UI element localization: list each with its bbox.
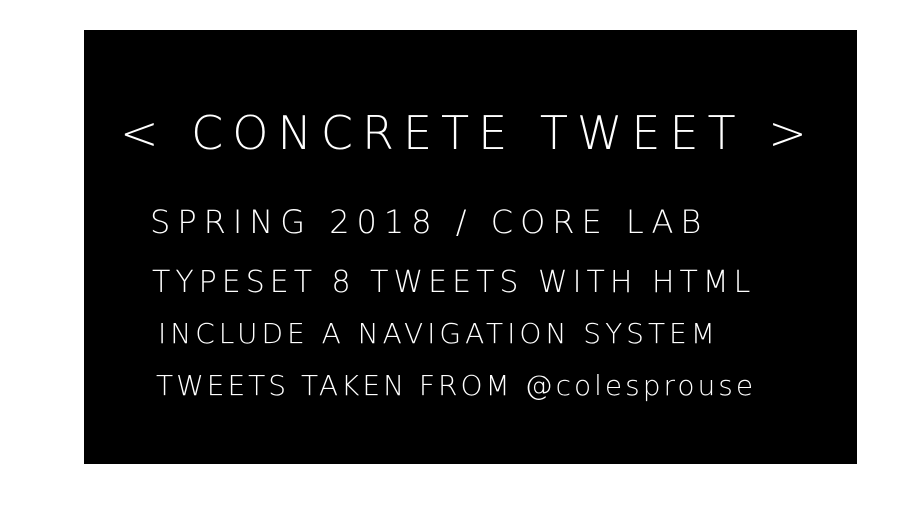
source-line: TWEETS TAKEN FROM @colesprouse	[156, 369, 757, 402]
chalkboard-panel: < CONCRETE TWEET > SPRING 2018 / CORE LA…	[84, 30, 857, 464]
course-line: SPRING 2018 / CORE LAB	[150, 203, 709, 241]
requirement-line: INCLUDE A NAVIGATION SYSTEM	[158, 317, 719, 350]
assignment-line: TYPESET 8 TWEETS WITH HTML	[152, 265, 756, 300]
project-title: < CONCRETE TWEET >	[120, 106, 816, 160]
